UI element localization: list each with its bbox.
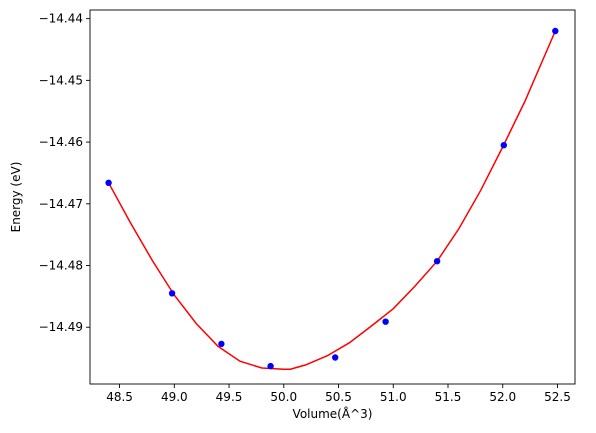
data-point [168, 290, 176, 297]
y-tick-label: −14.46 [39, 135, 83, 149]
x-tick-label: 50.0 [270, 390, 297, 404]
data-point [218, 340, 225, 348]
data-point [552, 27, 559, 35]
axes-frame [89, 9, 576, 385]
y-axis-label: Energy (eV) [9, 162, 23, 233]
y-tick-label: −14.49 [39, 320, 83, 334]
x-tick-label: 49.5 [216, 390, 243, 404]
y-tick-label: −14.48 [39, 259, 83, 273]
data-point [433, 258, 441, 265]
data-point [105, 179, 112, 186]
x-tick-label: 52.0 [489, 390, 516, 404]
y-tick-label: −14.45 [39, 73, 83, 87]
data-point [500, 142, 507, 149]
data-point [267, 362, 274, 370]
data-point [382, 318, 389, 325]
y-tick-label: −14.47 [39, 197, 83, 211]
x-tick-label: 49.0 [161, 390, 188, 404]
fit-curve [107, 30, 556, 370]
x-tick-label: 50.5 [325, 390, 352, 404]
x-tick-label: 51.0 [380, 390, 407, 404]
axes: 48.5 49.0 49.5 50.0 50.5 51.0 51.5 52.0 52.5 −14.… [39, 9, 576, 404]
x-tick-label: 52.5 [544, 390, 571, 404]
x-axis-label: Volume(Å^3) [293, 406, 373, 421]
data-point [332, 354, 339, 361]
y-tick-label: −14.44 [39, 12, 83, 26]
x-tick-label: 51.5 [435, 390, 462, 404]
plot-area [105, 27, 559, 370]
x-tick-label: 48.5 [106, 390, 133, 404]
